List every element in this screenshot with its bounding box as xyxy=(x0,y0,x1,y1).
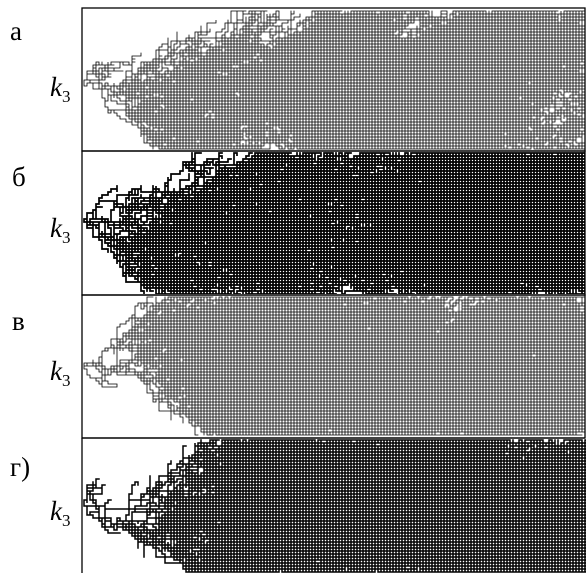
axis-subscript: 3 xyxy=(62,228,71,247)
axis-label: k3 xyxy=(50,213,70,247)
panel-label: г) xyxy=(10,452,30,482)
fractal-pattern xyxy=(84,297,586,435)
panel: а k3 xyxy=(10,11,586,149)
panel: в k3 xyxy=(12,297,586,435)
fractal-pattern xyxy=(84,153,586,294)
panel-label: в xyxy=(12,306,25,336)
panel: г) k3 xyxy=(10,440,586,572)
panel-label: а xyxy=(10,16,22,46)
axis-subscript: 3 xyxy=(62,371,71,390)
axis-label: k3 xyxy=(50,72,70,106)
fractal-pattern xyxy=(84,440,586,572)
panel: б k3 xyxy=(12,153,586,294)
panel-label: б xyxy=(12,162,26,192)
axis-subscript: 3 xyxy=(62,87,71,106)
axis-subscript: 3 xyxy=(62,511,71,530)
panel-frame xyxy=(82,8,585,151)
fractal-pattern xyxy=(84,11,586,149)
axis-label: k3 xyxy=(50,496,70,530)
panel-frame xyxy=(82,295,585,438)
axis-label: k3 xyxy=(50,356,70,390)
